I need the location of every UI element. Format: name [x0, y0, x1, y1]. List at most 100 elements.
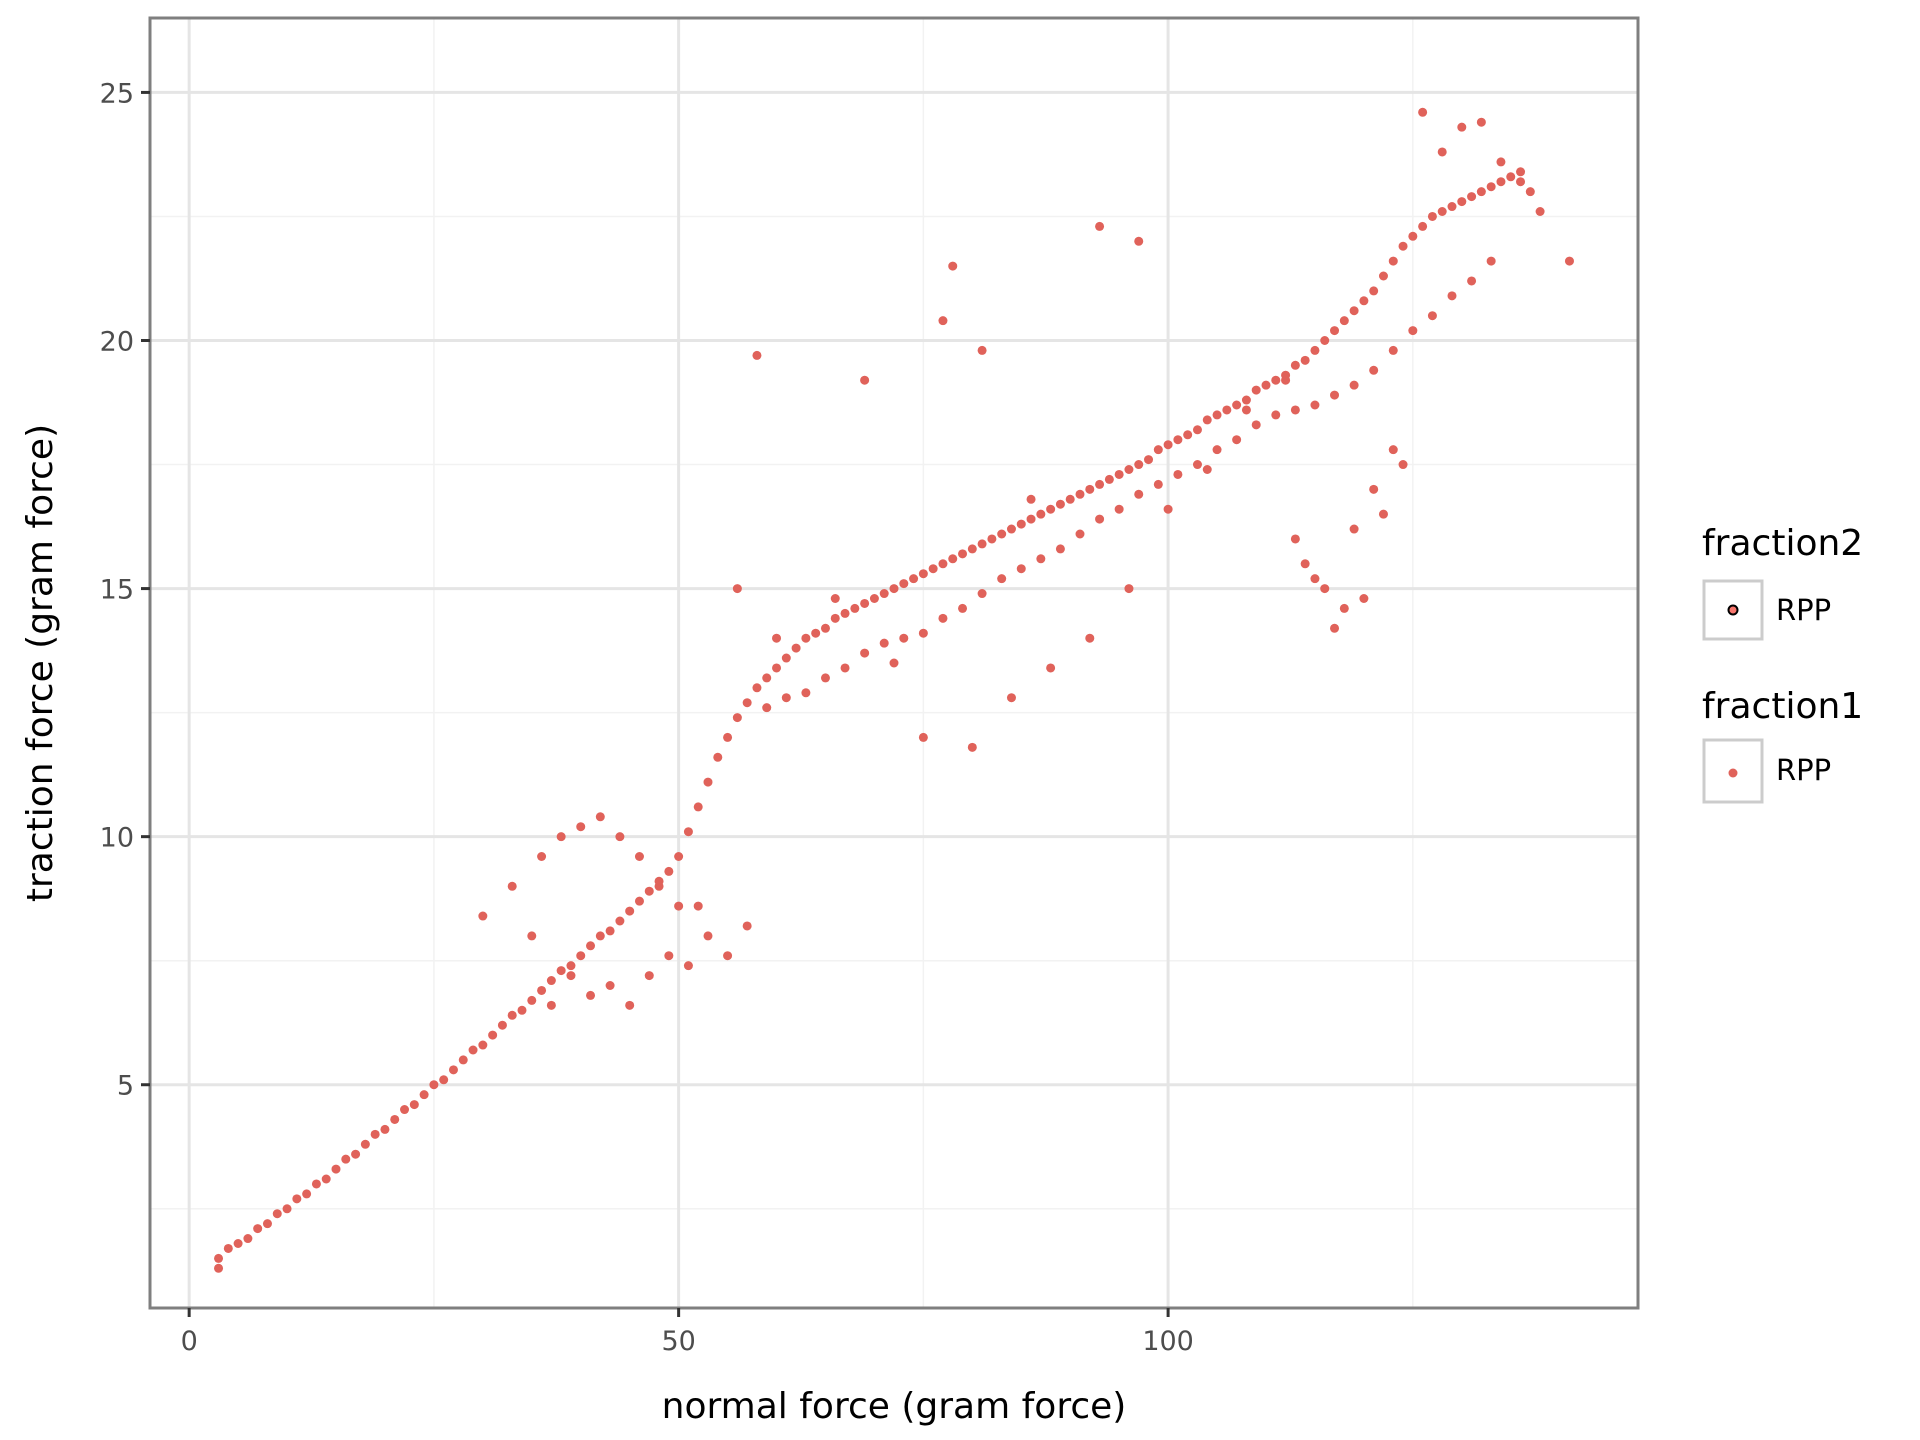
data-point	[772, 663, 782, 673]
data-point	[674, 852, 684, 861]
y-tick-label: 25	[100, 78, 134, 109]
data-point	[1476, 117, 1486, 127]
data-point	[644, 971, 654, 981]
data-point	[1095, 221, 1105, 231]
data-point	[1516, 167, 1526, 177]
data-point	[899, 633, 909, 643]
data-point	[1124, 584, 1134, 594]
data-point	[282, 1204, 292, 1214]
data-point	[1349, 380, 1359, 390]
data-point	[1173, 435, 1183, 445]
data-point	[1427, 311, 1437, 321]
data-point	[625, 906, 635, 916]
data-point	[840, 608, 850, 618]
data-point	[830, 613, 840, 623]
data-point	[1516, 177, 1526, 187]
data-point	[889, 658, 899, 668]
data-point	[664, 951, 674, 961]
data-point	[341, 1154, 351, 1164]
y-tick-label: 10	[100, 823, 134, 854]
data-point	[1173, 469, 1183, 479]
data-point	[693, 802, 703, 812]
data-point	[752, 350, 762, 360]
data-point	[791, 643, 801, 653]
data-point	[1330, 390, 1340, 400]
data-point	[468, 1045, 478, 1055]
data-point	[1349, 524, 1359, 534]
data-point	[1290, 534, 1300, 544]
data-point	[938, 316, 948, 326]
data-point	[1496, 157, 1506, 167]
legend: fraction2 RPP fraction1 RPP	[1702, 523, 1863, 804]
data-point	[605, 981, 615, 990]
data-point	[869, 594, 879, 603]
data-point	[1251, 420, 1261, 430]
data-point	[879, 638, 889, 648]
data-point	[1114, 504, 1124, 514]
data-point	[546, 1000, 556, 1010]
data-point	[1163, 440, 1173, 450]
data-point	[1026, 514, 1036, 524]
data-point	[1202, 465, 1212, 474]
data-point	[909, 574, 919, 584]
data-point	[1104, 474, 1114, 484]
x-tick-label: 0	[181, 1326, 198, 1357]
data-point	[1222, 405, 1232, 415]
data-point	[1241, 405, 1251, 415]
data-point	[458, 1055, 468, 1065]
data-point	[703, 777, 713, 787]
data-point	[664, 866, 674, 876]
data-point	[223, 1243, 233, 1253]
data-point	[732, 713, 742, 723]
data-point	[1447, 202, 1457, 212]
data-point	[1300, 559, 1310, 569]
data-point	[801, 688, 811, 698]
data-point	[958, 603, 968, 613]
data-point	[488, 1030, 498, 1040]
data-point	[781, 693, 791, 703]
data-point	[683, 961, 693, 971]
data-point	[1310, 574, 1320, 584]
data-point	[820, 673, 830, 683]
data-point	[781, 653, 791, 663]
data-point	[1310, 400, 1320, 410]
data-point	[214, 1263, 224, 1273]
data-point	[1457, 197, 1467, 207]
data-point	[938, 559, 948, 569]
data-point	[1496, 177, 1506, 187]
data-point	[918, 628, 928, 638]
data-point	[948, 554, 958, 564]
data-point	[1359, 296, 1369, 306]
data-point	[1075, 529, 1085, 539]
data-point	[1310, 345, 1320, 355]
data-point	[1271, 375, 1281, 385]
data-point	[537, 852, 547, 861]
data-point	[1388, 345, 1398, 355]
data-point	[1241, 395, 1251, 405]
data-point	[958, 549, 968, 559]
data-point	[1369, 484, 1379, 494]
data-point	[634, 852, 644, 861]
data-point	[1046, 504, 1056, 514]
axis-ticks: 0 50 100 5 10 15 20 25	[100, 78, 1194, 1357]
data-point	[1036, 554, 1046, 564]
data-point	[801, 633, 811, 643]
data-point	[292, 1194, 302, 1204]
data-point	[1467, 192, 1477, 202]
data-point	[1085, 633, 1095, 643]
data-point	[1202, 415, 1212, 425]
data-point	[478, 911, 488, 921]
data-point	[634, 896, 644, 906]
data-point	[948, 261, 958, 271]
data-point	[1506, 172, 1516, 182]
data-point	[1232, 400, 1242, 410]
data-point	[860, 648, 870, 658]
data-point	[644, 886, 654, 896]
data-point	[214, 1253, 224, 1263]
data-point	[1144, 455, 1154, 465]
data-point	[625, 1000, 635, 1010]
data-point	[723, 951, 733, 961]
data-point	[938, 613, 948, 623]
data-point	[1369, 365, 1379, 375]
data-point	[1046, 663, 1056, 673]
